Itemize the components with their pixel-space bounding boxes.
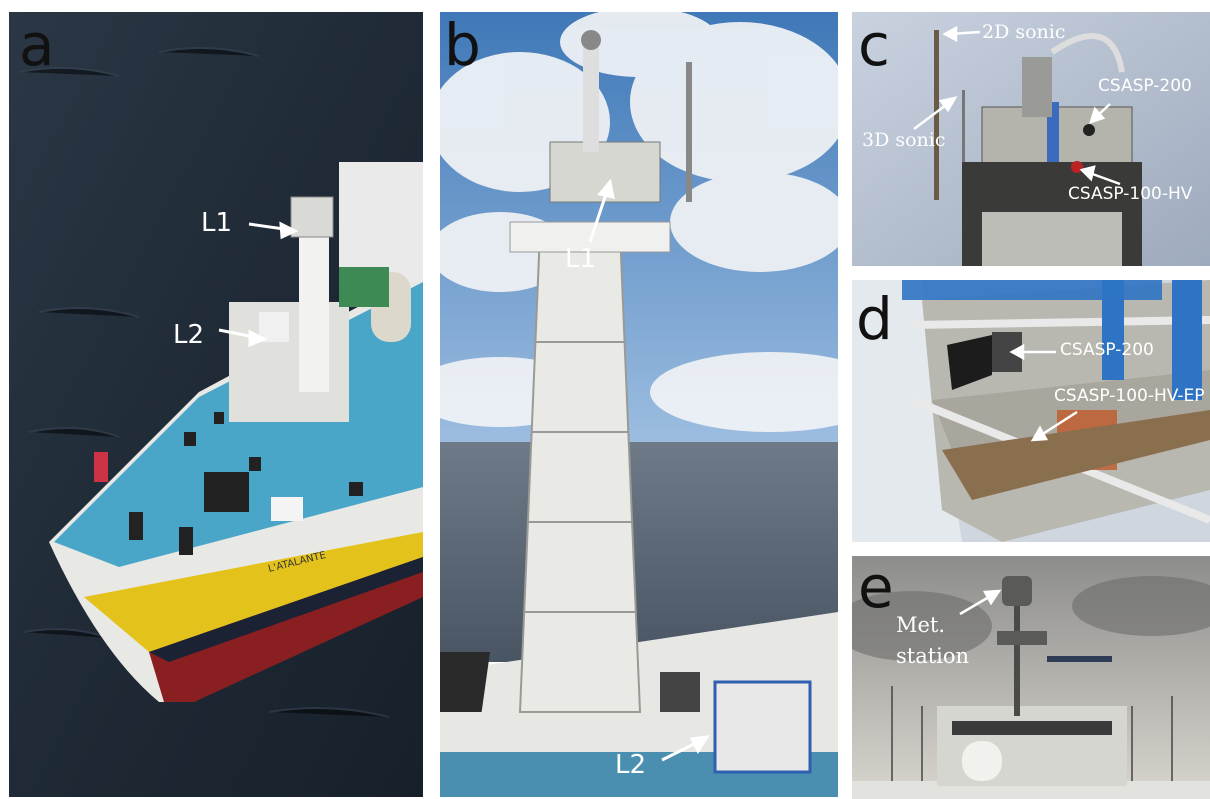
panel-e-annotation-station: station xyxy=(896,644,970,668)
panel-e-annotation-met: Met. xyxy=(896,613,946,637)
panel-b-photo xyxy=(440,12,838,797)
panel-c-annotation-3d-sonic: 3D sonic xyxy=(862,129,946,151)
hull-yellow-stripe xyxy=(84,532,423,652)
panel-d: d CSASP-200 CSASP-100-HV-EP xyxy=(852,280,1210,542)
panel-b-label: b xyxy=(444,12,481,79)
panel-e-label: e xyxy=(858,556,894,621)
panel-a-label: a xyxy=(19,12,55,79)
panel-a-annotation-l1: L1 xyxy=(201,208,233,238)
panel-c-annotation-2d-sonic: 2D sonic xyxy=(982,21,1066,43)
panel-a-photo: L'ATALANTE xyxy=(9,12,423,797)
panel-c-annotation-csasp-200: CSASP-200 xyxy=(1098,76,1192,96)
panel-a-annotation-l2: L2 xyxy=(173,320,205,350)
panel-d-label: d xyxy=(856,285,893,353)
panel-b-annotation-l1: L1 xyxy=(565,244,597,274)
panel-d-annotation-csasp-200: CSASP-200 xyxy=(1060,340,1154,360)
panel-c-annotation-csasp-100-hv: CSASP-100-HV xyxy=(1068,184,1193,204)
panel-d-annotation-csasp-100-hv-ep: CSASP-100-HV-EP xyxy=(1054,386,1205,406)
panel-e: e Met. station xyxy=(852,556,1210,799)
panel-e-photo xyxy=(852,556,1210,799)
mast-tower xyxy=(518,231,642,713)
panel-b: b L1 L2 xyxy=(440,12,838,797)
panel-c: c 2D sonic 3D sonic CSASP-200 CSASP-100-… xyxy=(852,12,1210,266)
panel-d-photo xyxy=(852,280,1210,542)
panel-a: L'ATALANTE a L1 L2 xyxy=(9,12,423,797)
panel-c-label: c xyxy=(858,12,890,79)
panel-b-annotation-l2: L2 xyxy=(615,750,647,780)
